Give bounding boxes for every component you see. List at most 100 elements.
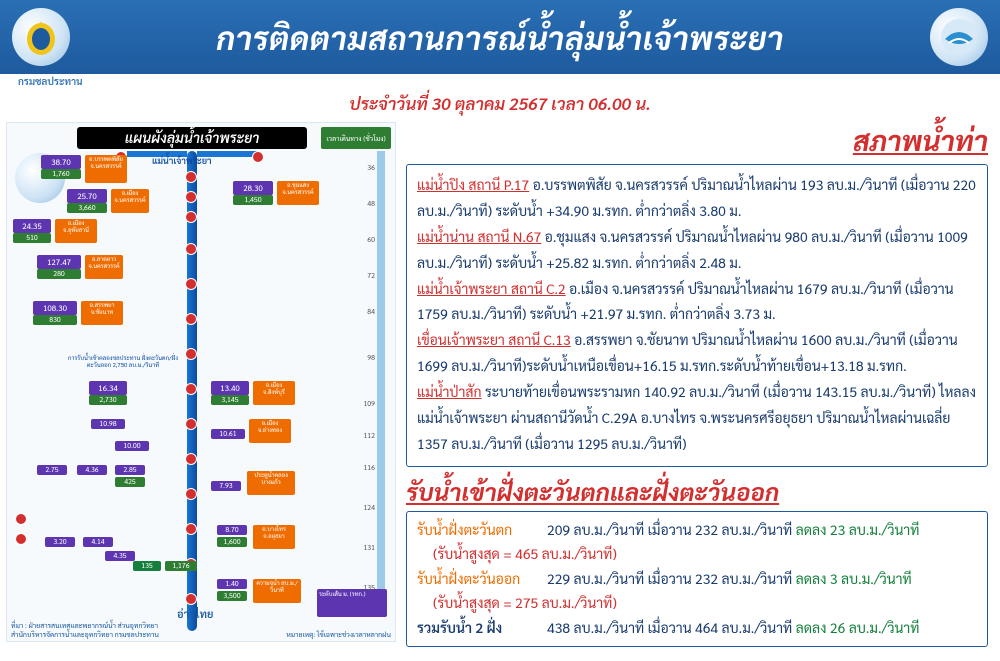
- station-node: [185, 278, 197, 290]
- tag-val: 38.70: [41, 155, 81, 169]
- status-box: แม่น้ำปิง สถานี P.17 อ.บรรพตพิสัย จ.นครส…: [406, 164, 988, 467]
- scale-tick: 131: [363, 543, 375, 552]
- map-green-header: เวลาเดินทาง (ชั่วโมง): [321, 127, 391, 149]
- tag-val: 4.35: [105, 551, 135, 561]
- scale-tick: 116: [363, 463, 375, 472]
- tag-orange: อ.ชุมแสงจ.นครสวรรค์: [277, 181, 319, 205]
- tag-val: 7.93: [211, 481, 241, 491]
- intake-box: รับน้ำฝั่งตะวันตก 209 ลบ.ม./วินาที เมื่อ…: [406, 511, 988, 648]
- header-bar: การติดตามสถานการณ์น้ำลุ่มน้ำเจ้าพระยา กร…: [0, 0, 1000, 74]
- tag-val: 10.98: [91, 419, 125, 429]
- status-line: แม่น้ำป่าสัก ระบายท้ายเขื่อนพระรามหก 140…: [417, 380, 977, 458]
- map-title: แผนผังลุ่มน้ำเจ้าพระยา: [77, 127, 307, 149]
- scale-tick: 72: [367, 271, 375, 280]
- station-node: [185, 191, 197, 203]
- intake-row-east: รับน้ำฝั่งตะวันออก 229 ลบ.ม./วินาที เมื่…: [417, 567, 977, 592]
- station-node: [185, 453, 197, 465]
- tag-val: 127.47: [37, 255, 81, 269]
- tag-val: 3.20: [45, 537, 75, 547]
- tag-val: 830: [33, 315, 77, 325]
- tag-orange: อ.บรรพตพิสัยจ.นครสวรรค์: [85, 155, 127, 183]
- status-line: แม่น้ำน่าน สถานี N.67 อ.ชุมแสง จ.นครสวรร…: [417, 225, 977, 277]
- scale-tick: 60: [367, 235, 375, 244]
- tag-val: 4.14: [83, 537, 113, 547]
- tag-val: 108.30: [33, 301, 77, 315]
- tag-val: 3,145: [211, 395, 249, 405]
- tag-orange: อ.เมืองจ.นครสวรรค์: [111, 189, 149, 213]
- station-node: [185, 593, 197, 605]
- tag-val: 10.61: [211, 429, 245, 439]
- tag-val: 280: [37, 269, 81, 279]
- scale-tick: 36: [367, 163, 375, 172]
- status-line: แม่น้ำปิง สถานี P.17 อ.บรรพตพิสัย จ.นครส…: [417, 173, 977, 225]
- station-node: [15, 513, 27, 525]
- tag-val: 16.34: [89, 381, 127, 395]
- tag-val: 1.40: [217, 579, 247, 589]
- station-node: [252, 151, 264, 163]
- swoc-logo: [930, 8, 988, 66]
- tag-val: 1,450: [233, 195, 273, 205]
- tag-val: 28.30: [233, 181, 273, 195]
- scale-tick: 48: [367, 199, 375, 208]
- tag-orange: ความจุน้ำ ลบ.ม./วินาที: [253, 579, 301, 603]
- basin-schematic: แผนผังลุ่มน้ำเจ้าพระยา เวลาเดินทาง (ชั่ว…: [6, 122, 396, 642]
- intake-max-west: (รับน้ำสูงสุด = 465 ลบ.ม./วินาที): [417, 542, 977, 567]
- tag-val: 13.40: [211, 381, 249, 395]
- tag-val: 3,500: [217, 591, 247, 601]
- tag-val: 25.70: [67, 189, 107, 203]
- info-column: สภาพน้ำท่า แม่น้ำปิง สถานี P.17 อ.บรรพตพ…: [400, 118, 1000, 653]
- scale-tick: 112: [363, 431, 375, 440]
- status-heading: สภาพน้ำท่า: [406, 122, 988, 158]
- tag-val: 1,600: [217, 537, 247, 547]
- tag-val: 1,760: [41, 169, 81, 179]
- tag-val: 510: [13, 233, 51, 243]
- scale-tick: 84: [367, 307, 375, 316]
- gulf-label: อ่าวไทย: [177, 606, 213, 621]
- tag-val: 425: [115, 477, 145, 487]
- tag-orange: อ.เมืองจ.อ่างทอง: [249, 419, 291, 443]
- station-node: [185, 313, 197, 325]
- tag-val: 1,176: [165, 561, 197, 571]
- station-node: [15, 533, 27, 545]
- main-content: แผนผังลุ่มน้ำเจ้าพระยา เวลาเดินทาง (ชั่ว…: [0, 118, 1000, 653]
- station-node: [185, 171, 197, 183]
- station-node: [185, 211, 197, 223]
- scale-tick: 109: [363, 399, 375, 408]
- dept-emblem: [12, 8, 70, 66]
- map-legend: ระดับเส้น ม. (รทก.): [317, 589, 387, 617]
- intake-heading: รับน้ำเข้าฝั่งตะวันตกและฝั่งตะวันออก: [406, 475, 988, 507]
- scale-tick: 124: [363, 503, 375, 512]
- tag-orange: อ.เมืองจ.สิงห์บุรี: [253, 381, 295, 405]
- map-footer: ที่มา : ฝ่ายสารสนเทศและพยากรณ์น้ำ ส่วนอุ…: [11, 621, 391, 639]
- tag-val: 2.75: [37, 465, 67, 475]
- tag-val: 4.36: [77, 465, 107, 475]
- tag-val: 3,660: [67, 203, 107, 213]
- tag-orange: อ.บางไทรจ.อยุธยา: [253, 525, 295, 549]
- tag-val: 2.85: [115, 465, 145, 475]
- station-node: [185, 348, 197, 360]
- status-line: แม่น้ำเจ้าพระยา สถานี C.2 อ.เมือง จ.นครส…: [417, 277, 977, 329]
- intake-row-sum: รวมรับน้ำ 2 ฝั่ง 438 ลบ.ม./วินาที เมื่อว…: [417, 616, 977, 641]
- page-title: การติดตามสถานการณ์น้ำลุ่มน้ำเจ้าพระยา: [70, 17, 930, 58]
- tag-val: 135: [133, 561, 161, 571]
- scale-tick: 98: [367, 353, 375, 362]
- station-node: [185, 418, 197, 430]
- river-label: แม่น้ำเจ้าพระยา: [152, 155, 212, 167]
- dept-label: กรมชลประทาน: [18, 75, 83, 88]
- date-line: ประจำวันที่ 30 ตุลาคม 2567 เวลา 06.00 น.: [0, 74, 1000, 118]
- tag-val: 10.00: [115, 441, 149, 451]
- tag-orange: อ.สรรพยาจ.ชัยนาท: [81, 301, 123, 325]
- tag-val: 2,730: [89, 395, 127, 405]
- status-line: เขื่อนเจ้าพระยา สถานี C.13 อ.สรรพยา จ.ชั…: [417, 328, 977, 380]
- map-caption: การรับน้ำเข้าคลองชลประทาน ฝั่งตะวันตก/ฝั…: [63, 355, 183, 369]
- tag-orange: อ.เมืองจ.อุทัยธานี: [55, 219, 97, 243]
- distance-scale: [377, 151, 385, 611]
- station-node: [185, 523, 197, 535]
- intake-row-west: รับน้ำฝั่งตะวันตก 209 ลบ.ม./วินาที เมื่อ…: [417, 518, 977, 543]
- tag-orange: อ.ลาดยาวจ.นครสวรรค์: [85, 255, 123, 279]
- date-text: ประจำวันที่ 30 ตุลาคม 2567 เวลา 06.00 น.: [349, 92, 651, 114]
- tag-val: 24.35: [13, 219, 51, 233]
- station-node: [185, 243, 197, 255]
- intake-max-east: (รับน้ำสูงสุด = 275 ลบ.ม./วินาที): [417, 591, 977, 616]
- tag-val: 8.70: [217, 525, 247, 535]
